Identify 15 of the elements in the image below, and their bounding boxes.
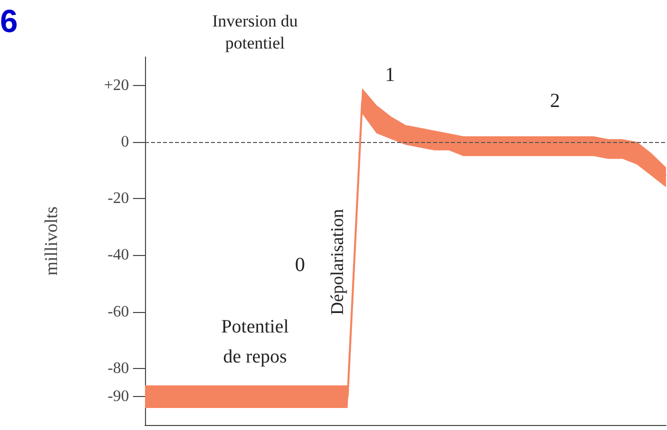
annotation: Potentiel de repos xyxy=(221,316,289,368)
y-tick-label: -90 xyxy=(108,388,129,406)
y-tick-label: -40 xyxy=(108,246,129,264)
text: 6 xyxy=(0,2,18,39)
y-tick-label: -80 xyxy=(108,360,129,377)
y-tick-label: +20 xyxy=(104,76,129,94)
annotation: 2 xyxy=(550,90,560,112)
annotation: 1 xyxy=(385,64,395,86)
y-tick-label: -60 xyxy=(108,303,129,320)
y-tick-label: 0 xyxy=(121,133,129,150)
text: Inversion du potentiel xyxy=(212,12,298,53)
y-tick-label: -20 xyxy=(108,190,129,208)
y-axis-title: millivolts xyxy=(41,206,61,276)
annotation: Dépolarisation xyxy=(327,209,347,315)
annotation: 0 xyxy=(295,254,305,276)
